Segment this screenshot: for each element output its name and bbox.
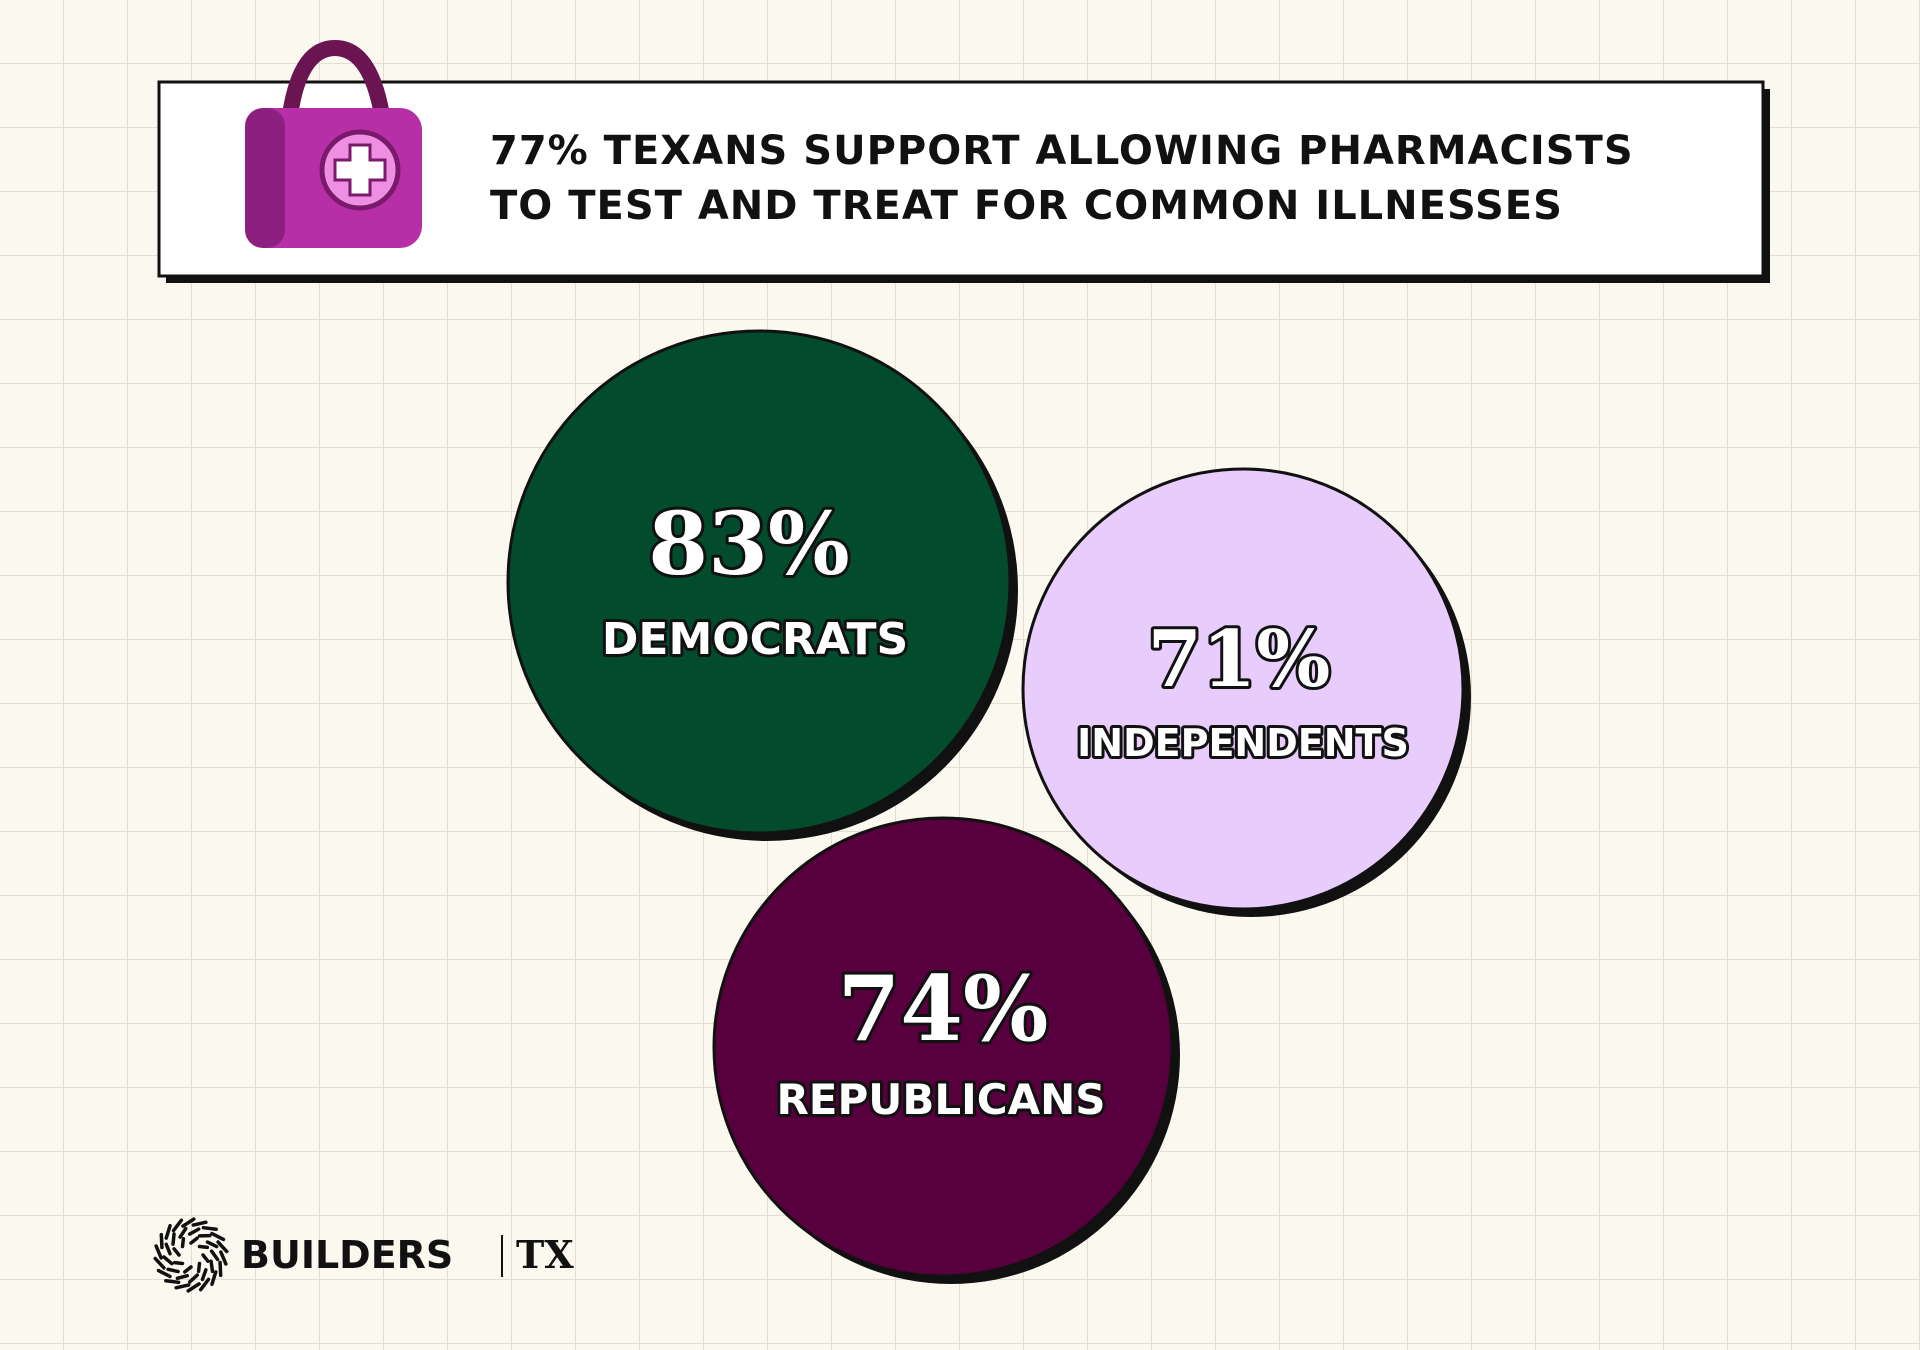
title-line: 77% TEXANS SUPPORT ALLOWING PHARMACISTS — [490, 128, 1634, 174]
brand-name: BUILDERS — [241, 1233, 453, 1277]
percentage: 83% — [648, 494, 849, 595]
brand-region: TX — [516, 1232, 574, 1277]
logo-dash — [171, 1218, 184, 1233]
logo-dash — [197, 1244, 210, 1250]
logo-dash — [178, 1226, 188, 1239]
title-line: TO TEST AND TREAT FOR COMMON ILLNESSES — [490, 183, 1563, 229]
logo-dash — [164, 1278, 181, 1285]
republicans-circle — [712, 816, 1174, 1278]
logo-dash — [171, 1232, 176, 1246]
logo-dash — [187, 1227, 201, 1236]
logo-dash — [153, 1256, 166, 1270]
logo-dash — [200, 1268, 208, 1282]
group-label: DEMOCRATS — [602, 614, 908, 665]
logo-dash — [156, 1268, 172, 1279]
logo-dash — [201, 1225, 218, 1232]
logo-dash — [191, 1220, 208, 1227]
logo-dash — [205, 1240, 219, 1249]
percentage: 71% — [1148, 614, 1331, 705]
logo-dash — [180, 1236, 186, 1249]
logo-dash — [218, 1260, 223, 1278]
logo-dash — [174, 1283, 191, 1290]
logo-dash — [198, 1277, 211, 1292]
logo-dash — [196, 1261, 202, 1274]
logo-dash — [159, 1232, 164, 1250]
democrats-circle — [506, 329, 1012, 835]
logo-dash — [210, 1231, 226, 1242]
logo-dash — [210, 1270, 218, 1287]
logo-dash — [181, 1217, 196, 1228]
logo-dash — [162, 1255, 174, 1266]
logo-dash — [172, 1260, 185, 1266]
logo-dash — [186, 1282, 201, 1293]
brand-logo — [153, 1217, 229, 1293]
logo-dash — [216, 1240, 229, 1254]
logo-dash — [154, 1244, 163, 1260]
logo-dash — [164, 1223, 172, 1240]
logo-dash — [201, 1253, 210, 1263]
logo-dash — [166, 1267, 180, 1274]
group-label: INDEPENDENTS — [1077, 721, 1409, 765]
logo-dash — [164, 1242, 172, 1256]
logo-dash — [175, 1273, 190, 1281]
logo-dash — [188, 1273, 200, 1284]
group-label: REPUBLICANS — [776, 1075, 1105, 1124]
logo-dash — [189, 1236, 199, 1245]
logo-dash — [209, 1259, 215, 1274]
logo-dash — [183, 1265, 193, 1274]
percentage: 74% — [838, 956, 1049, 1062]
header-box — [157, 80, 1765, 278]
medical-bag-icon — [245, 39, 422, 248]
logo-dash — [172, 1247, 181, 1257]
logo-dash — [219, 1250, 228, 1266]
independents-circle — [1021, 467, 1465, 911]
logo-dash — [209, 1249, 220, 1262]
